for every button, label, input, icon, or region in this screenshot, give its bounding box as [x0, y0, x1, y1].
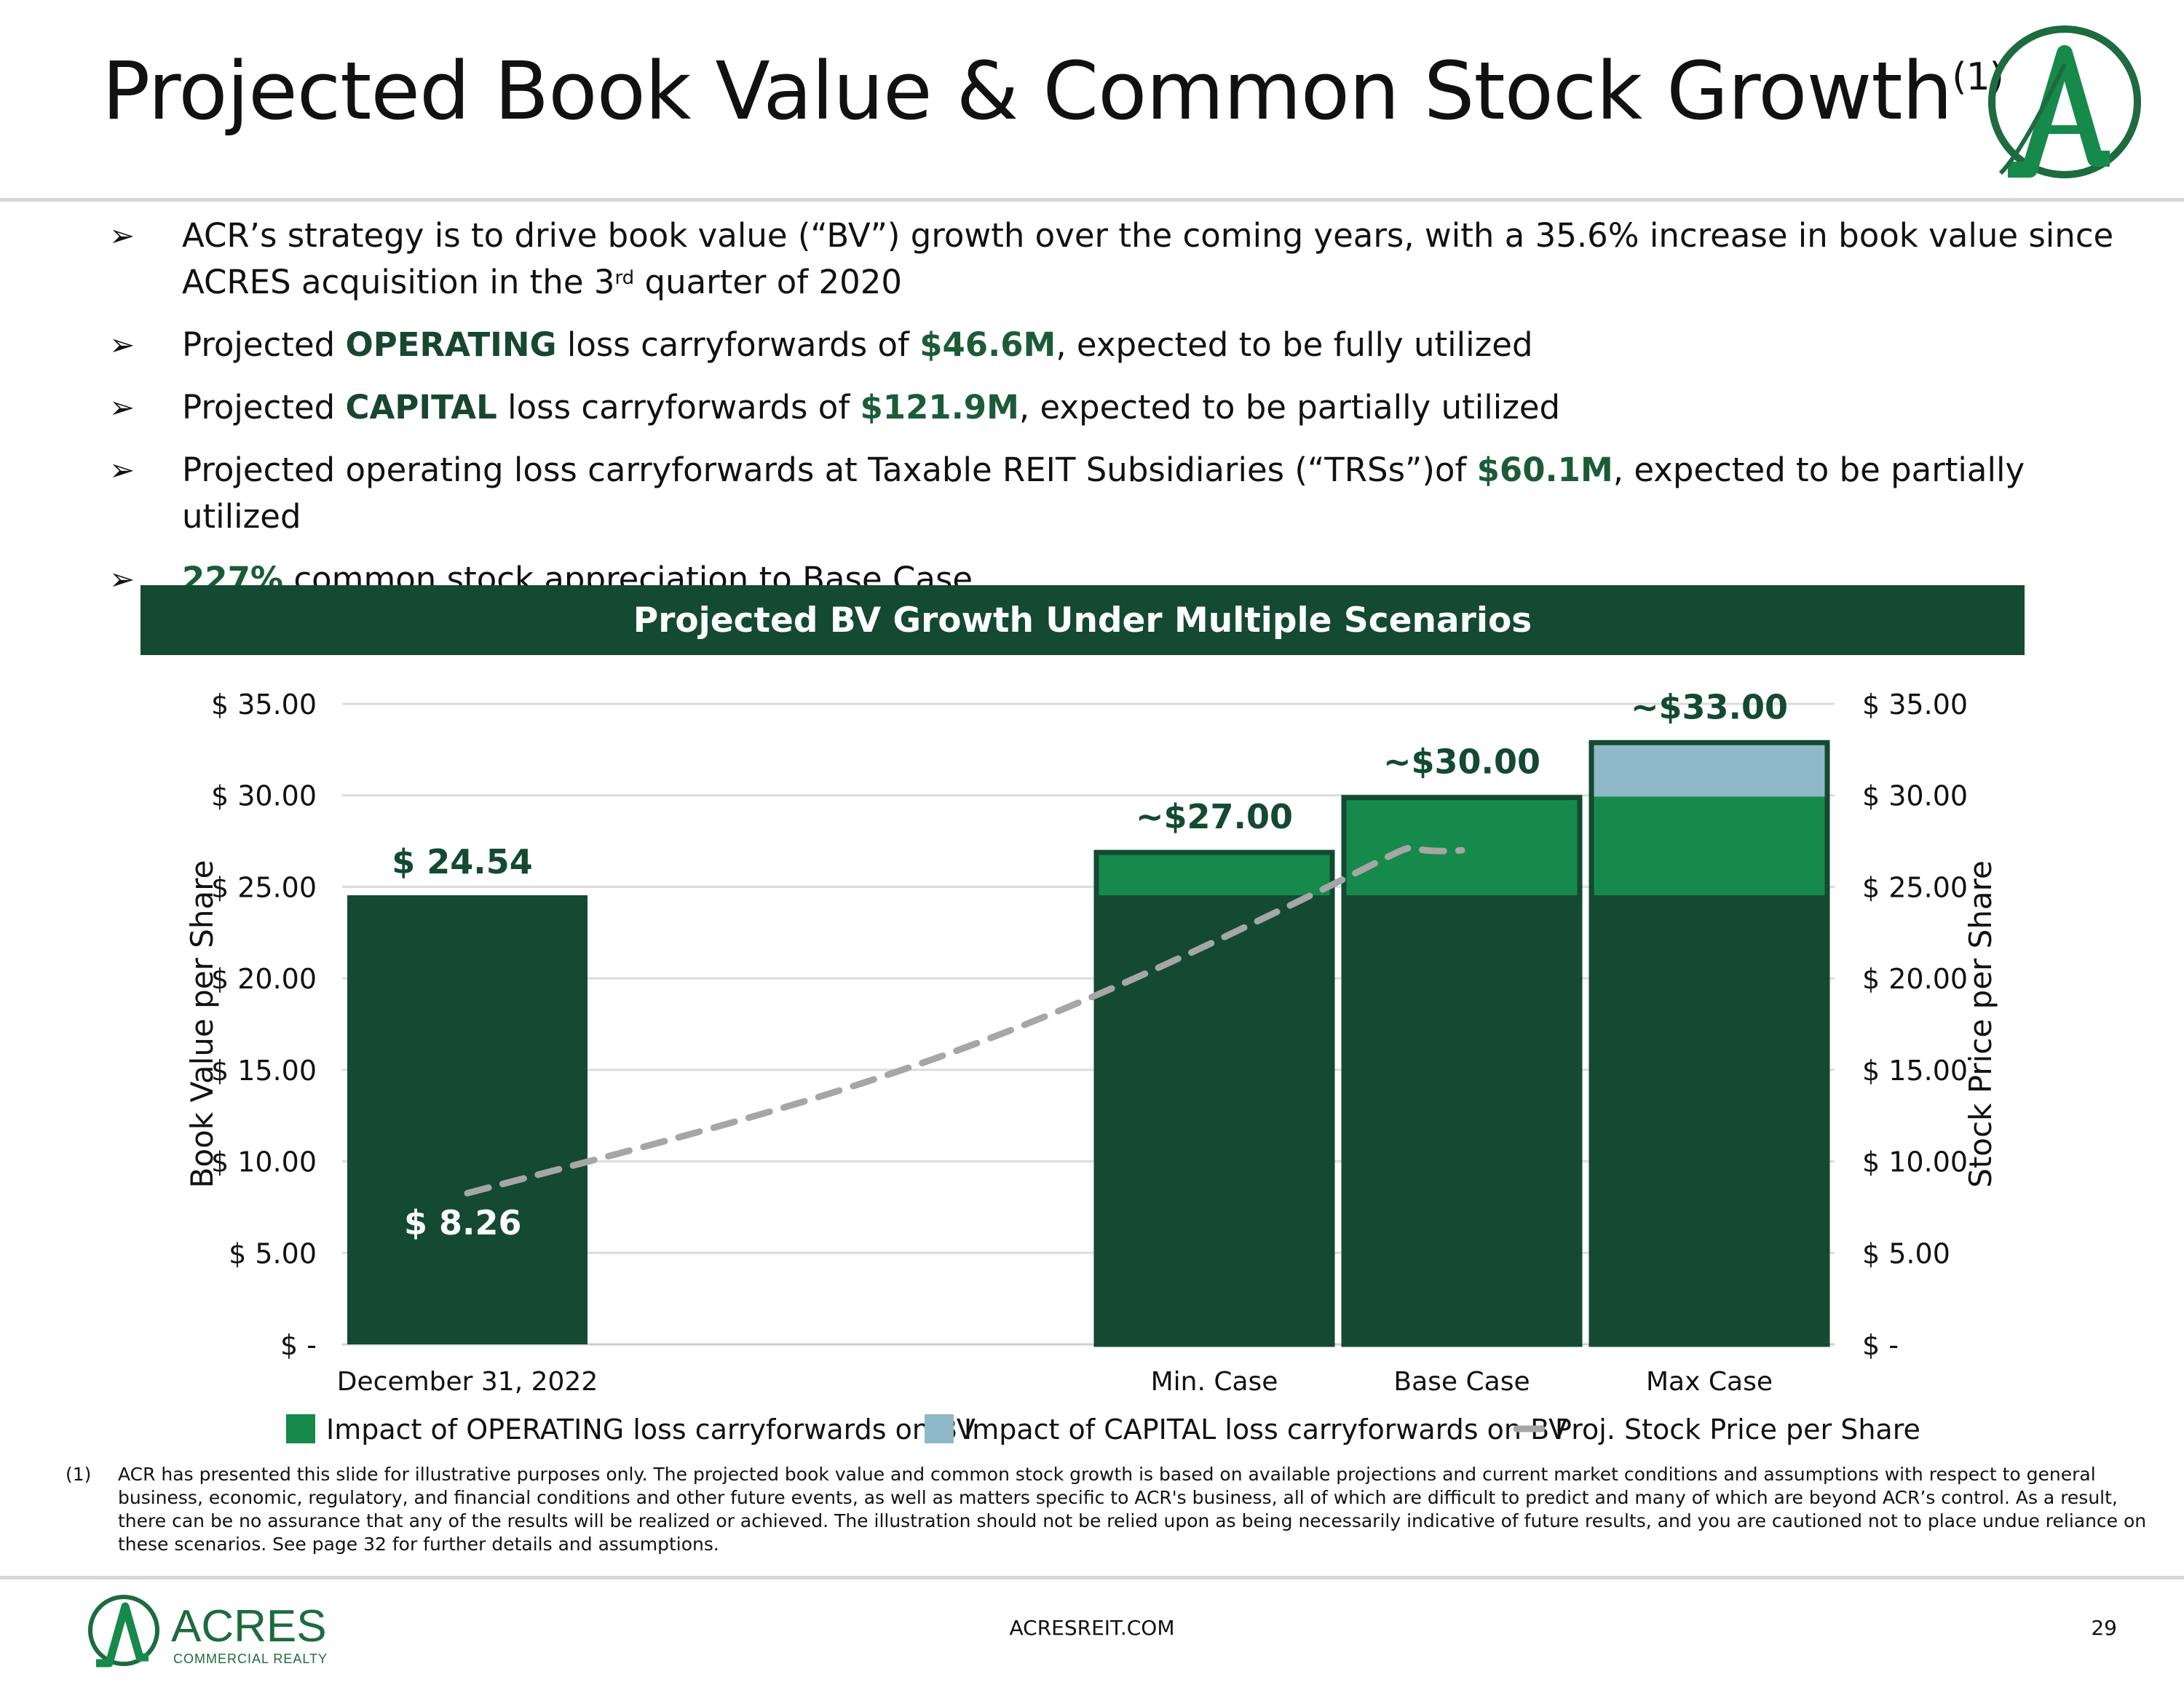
y-right-tick-label: $ 25.00 [1862, 871, 1968, 903]
legend-operating-label: Impact of OPERATING loss carryforwards o… [326, 1414, 976, 1446]
chart-title-banner: Projected BV Growth Under Multiple Scena… [141, 585, 2025, 655]
footer-logo-text: ACRES [171, 1601, 327, 1652]
y-right-tick-label: $ 30.00 [1862, 780, 1968, 812]
footer-divider [0, 1576, 2184, 1579]
legend-operating-swatch [286, 1414, 315, 1443]
arrow-bullet-icon: ➢ [109, 218, 135, 253]
legend-stock-label: Proj. Stock Price per Share [1555, 1414, 1920, 1446]
bullet-capital: ➢ Projected CAPITAL loss carryforwards o… [109, 384, 2148, 431]
bullet-list: ➢ ACR’s strategy is to drive book value … [109, 213, 2148, 619]
x-category-label: Max Case [1646, 1367, 1773, 1397]
acres-logo-icon [1988, 25, 2141, 178]
y-left-tick-label: $ 10.00 [211, 1146, 317, 1178]
y-right-tick-label: $ 20.00 [1862, 963, 1968, 995]
y-right-tick-label: $ 15.00 [1862, 1055, 1968, 1087]
footnote-number: (1) [66, 1464, 92, 1485]
y-right-tick-label: $ - [1862, 1329, 1899, 1361]
y-left-tick-label: $ 15.00 [211, 1055, 317, 1087]
bar-value-label: $ 24.54 [392, 842, 533, 881]
page-title: Projected Book Value & Common Stock Grow… [102, 44, 2004, 138]
bar-segment [1589, 796, 1829, 895]
x-category-label: Min. Case [1151, 1367, 1278, 1397]
page-number: 29 [2091, 1616, 2117, 1640]
bar-segment [347, 895, 587, 1344]
bar-segment [1589, 740, 1829, 797]
x-category-label: December 31, 2022 [337, 1367, 598, 1397]
acres-footer-logo: ACRES COMMERCIAL REALTY [88, 1595, 328, 1668]
footnote: (1) ACR has presented this slide for ill… [66, 1463, 2155, 1556]
y-left-tick-label: $ 30.00 [211, 780, 317, 812]
header-divider [0, 198, 2184, 202]
stock-price-line [464, 844, 1465, 1197]
bar-segment [1342, 796, 1582, 895]
bar-segment [1342, 895, 1582, 1344]
x-category-label: Base Case [1393, 1367, 1530, 1397]
arrow-bullet-icon: ➢ [109, 561, 135, 597]
bar-outline [1093, 849, 1335, 1347]
y-left-axis-title: Book Value per Share [184, 860, 220, 1189]
y-right-tick-label: $ 35.00 [1862, 689, 1968, 721]
y-right-tick-label: $ 10.00 [1862, 1146, 1968, 1178]
bv-growth-chart: $ - $ - $ 5.00 $ 5.00 $ 10.00 $ 10.00 $ 15.00 $… [184, 687, 1998, 1446]
bar-value-label: ~$30.00 [1383, 742, 1540, 782]
stock-price-label: $ 8.26 [404, 1203, 522, 1242]
arrow-bullet-icon: ➢ [109, 452, 135, 488]
bar-value-label: ~$33.00 [1631, 687, 1788, 726]
bullet-trs: ➢ Projected operating loss carryforwards… [109, 447, 2148, 540]
y-left-tick-label: $ 20.00 [211, 963, 317, 995]
bar-segment [1094, 850, 1334, 895]
y-right-tick-label: $ 5.00 [1862, 1237, 1950, 1269]
y-right-axis-title: Stock Price per Share [1963, 860, 1998, 1188]
bar-outline [1341, 795, 1583, 1347]
y-left-tick-label: $ 35.00 [211, 689, 317, 721]
y-left-tick-label: $ 5.00 [229, 1237, 317, 1269]
bullet-operating: ➢ Projected OPERATING loss carryforwards… [109, 322, 2148, 368]
arrow-bullet-icon: ➢ [109, 327, 135, 362]
bar-segment [1094, 895, 1334, 1344]
bar-outline [1588, 740, 1830, 1347]
footnote-text: ACR has presented this slide for illustr… [118, 1464, 2147, 1555]
footer-logo-subtext: COMMERCIAL REALTY [173, 1652, 328, 1666]
bullet-strategy: ➢ ACR’s strategy is to drive book value … [109, 213, 2148, 306]
bar-segment [1589, 895, 1829, 1344]
arrow-bullet-icon: ➢ [109, 389, 135, 425]
y-left-tick-label: $ - [280, 1329, 317, 1361]
y-left-tick-label: $ 25.00 [211, 871, 317, 903]
legend-capital-swatch [925, 1414, 954, 1443]
bar-value-label: ~$27.00 [1136, 797, 1293, 836]
legend-capital-label: Impact of CAPITAL loss carryforwards on … [964, 1414, 1567, 1446]
footer-url[interactable]: ACRESREIT.COM [1009, 1616, 1175, 1640]
